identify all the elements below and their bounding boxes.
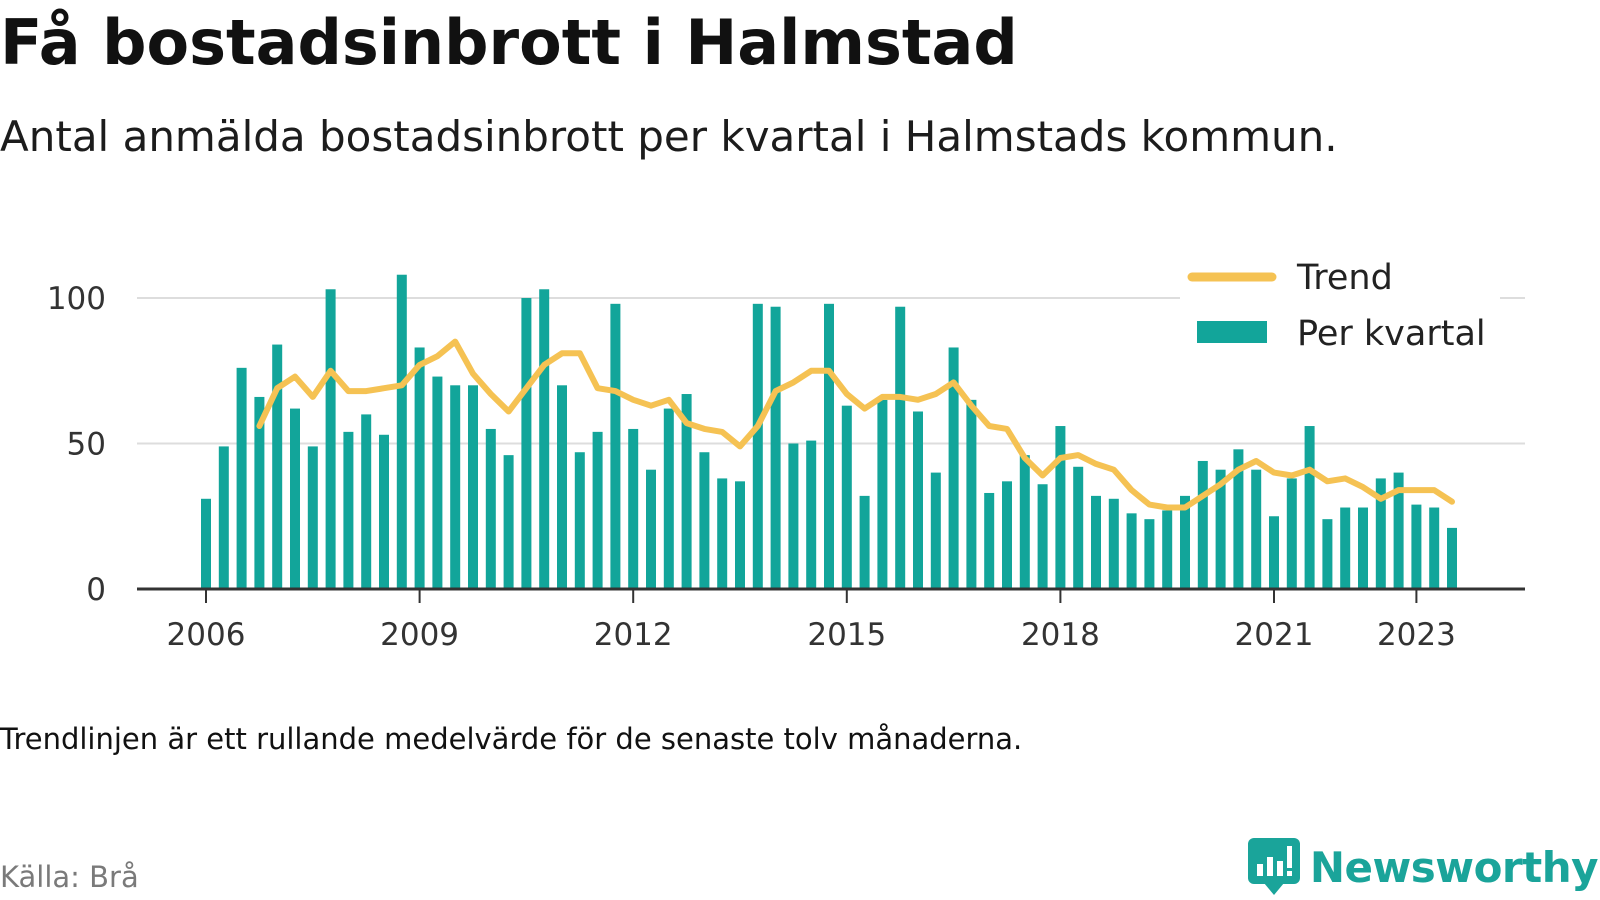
bar	[841, 405, 852, 589]
bar	[503, 455, 514, 589]
bar	[379, 434, 389, 589]
bar	[1144, 519, 1155, 589]
bar	[663, 408, 674, 589]
bar	[1304, 426, 1315, 589]
bar	[1447, 527, 1457, 589]
legend: Trend Per kvartal	[1180, 252, 1500, 362]
bar	[752, 303, 763, 589]
bar	[1055, 426, 1066, 589]
bar	[218, 446, 229, 589]
bar	[1180, 495, 1190, 589]
bar	[1091, 495, 1101, 589]
bar	[485, 428, 496, 589]
bar	[396, 274, 407, 589]
bar	[201, 498, 211, 589]
bar	[468, 385, 478, 589]
bar	[1162, 510, 1173, 589]
x-tick-label: 2006	[167, 617, 246, 653]
chart: 0 50 100 2006 2009 2012 2015 2018 2021 2023 Tren…	[47, 252, 1525, 653]
bar	[610, 303, 621, 589]
bar	[948, 347, 959, 589]
bar	[1322, 519, 1333, 589]
bar	[984, 492, 995, 589]
bar	[930, 472, 941, 589]
bar	[628, 428, 639, 589]
bar	[1375, 478, 1386, 589]
bar	[859, 495, 870, 589]
x-tick-label: 2023	[1377, 617, 1456, 653]
bar	[877, 399, 888, 589]
bar	[1002, 481, 1012, 589]
legend-background	[1180, 252, 1500, 362]
x-tick-label: 2009	[380, 617, 459, 653]
bar-series	[201, 274, 1457, 589]
bar	[913, 411, 923, 589]
bar	[290, 408, 300, 589]
chat-bar-chart-icon	[1247, 838, 1300, 895]
x-axis-ticks: 2006 2009 2012 2015 2018 2021 2023	[167, 589, 1456, 653]
bar	[325, 289, 336, 589]
y-tick-label: 50	[67, 427, 106, 463]
bar	[1126, 513, 1137, 589]
source-label: Källa: Brå	[0, 860, 139, 894]
x-tick-label: 2012	[594, 617, 673, 653]
bar	[1037, 484, 1048, 589]
bar	[1251, 469, 1262, 589]
bar	[1286, 478, 1297, 589]
bar	[1411, 504, 1422, 589]
trend-series	[256, 338, 1455, 511]
legend-bar-label: Per kvartal	[1297, 314, 1486, 354]
bar	[646, 469, 656, 589]
bar	[254, 396, 265, 589]
bar	[1393, 472, 1404, 589]
bar	[272, 344, 283, 589]
y-tick-label: 0	[86, 572, 106, 608]
bar	[574, 452, 585, 589]
bar	[236, 367, 247, 589]
bar	[681, 394, 692, 589]
bar	[1197, 460, 1208, 589]
bar	[521, 298, 532, 589]
bar	[1340, 507, 1351, 589]
bar	[414, 347, 425, 589]
x-tick-label: 2021	[1235, 617, 1314, 653]
y-tick-label: 100	[47, 281, 106, 317]
bar	[735, 481, 745, 589]
bar	[966, 399, 977, 589]
bar	[1108, 498, 1119, 589]
bar	[1358, 507, 1368, 589]
bar	[824, 303, 834, 589]
bar	[1019, 455, 1030, 589]
bar	[717, 478, 728, 589]
legend-bar-swatch	[1197, 321, 1267, 343]
bar	[1073, 466, 1084, 589]
footnote: Trendlinjen är ett rullande medelvärde f…	[0, 722, 1023, 756]
bar	[539, 289, 550, 589]
bar	[592, 431, 603, 589]
legend-trend-label: Trend	[1296, 258, 1393, 298]
y-axis-ticks: 0 50 100	[47, 281, 106, 608]
brand-name: Newsworthy	[1309, 842, 1599, 892]
bar	[1215, 469, 1226, 589]
bar	[806, 440, 817, 589]
bar	[699, 452, 710, 589]
bar	[1233, 449, 1244, 589]
x-tick-label: 2018	[1021, 617, 1100, 653]
bar	[307, 446, 318, 589]
page-subtitle: Antal anmälda bostadsinbrott per kvartal…	[0, 112, 1338, 161]
bar	[557, 385, 567, 589]
bar	[770, 306, 781, 589]
brand-logo: Newsworthy	[1247, 838, 1599, 896]
bar	[450, 385, 461, 589]
bar	[1269, 516, 1279, 589]
bar	[343, 431, 354, 589]
page-title: Få bostadsinbrott i Halmstad	[0, 6, 1018, 79]
x-tick-label: 2015	[807, 617, 886, 653]
bar	[361, 414, 372, 589]
bar	[432, 376, 443, 589]
bar	[1429, 507, 1440, 589]
trend-line	[256, 338, 1455, 511]
bar	[788, 443, 799, 589]
bar	[895, 306, 906, 589]
